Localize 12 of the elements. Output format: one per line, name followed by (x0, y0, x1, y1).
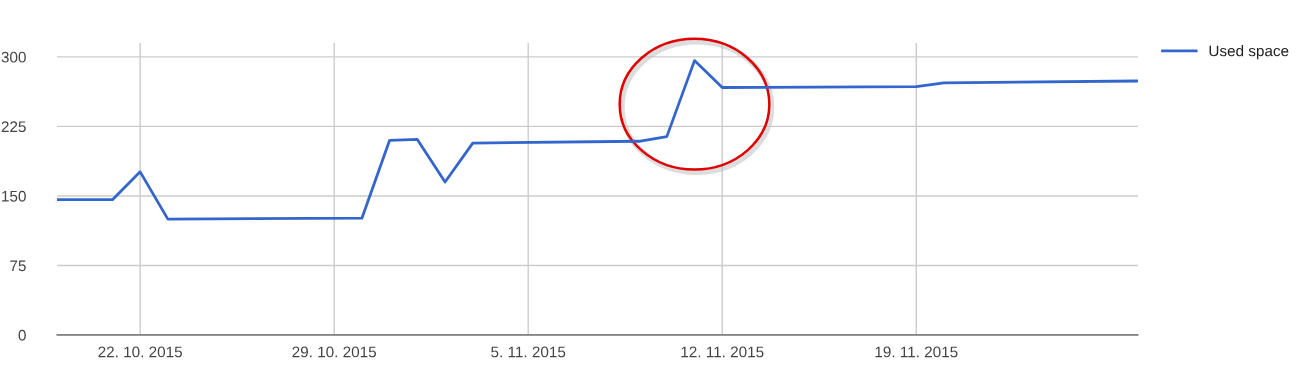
y-tick-label: 300 (1, 51, 26, 63)
x-tick-label: 22. 10. 2015 (98, 346, 182, 358)
y-tick-label: 75 (10, 260, 26, 272)
y-tick-label: 150 (2, 190, 26, 202)
line-series (57, 59, 1138, 221)
x-tick-label: 5. 11. 2015 (491, 346, 566, 358)
x-tick-label: 29. 10. 2015 (292, 346, 377, 358)
x-tick-label: 19. 11. 2015 (875, 346, 958, 358)
y-tick-label: 225 (1, 121, 26, 133)
y-tick-label: 0 (18, 329, 26, 341)
legend-label: Used space (1209, 45, 1289, 60)
x-tick-label: 12. 11. 2015 (681, 346, 764, 358)
